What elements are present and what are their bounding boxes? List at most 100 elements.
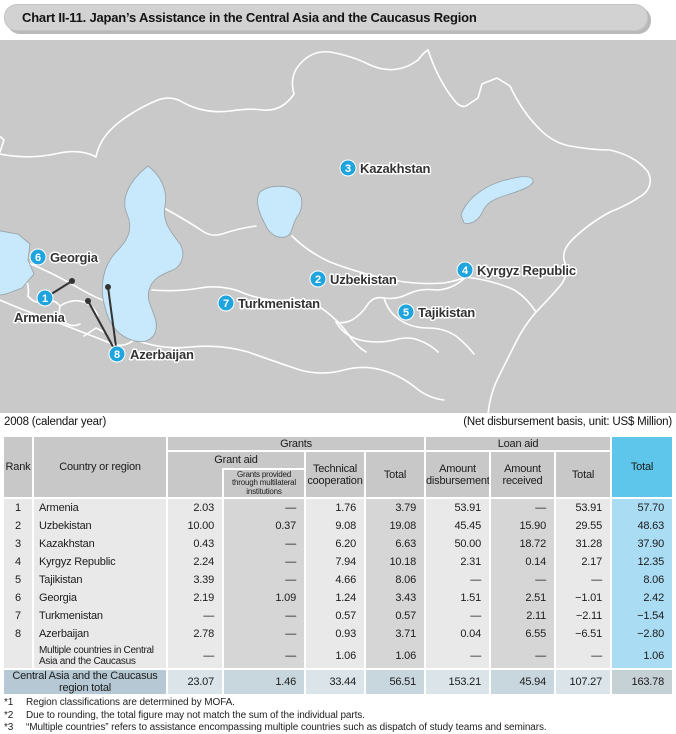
- header-country: Country or region: [34, 437, 168, 499]
- svg-text:Azerbaijan: Azerbaijan: [130, 347, 194, 362]
- cell-recv: 2.11: [491, 607, 556, 625]
- table-row: 8 Azerbaijan 2.78—0.93 3.71 0.04 6.55 −6.51 −2.…: [4, 625, 672, 643]
- footnote-1: *1 Region classifications are determined…: [4, 697, 672, 709]
- cell-grant_aid: 2.78: [168, 625, 224, 643]
- cell-recv: —: [491, 499, 556, 517]
- table-foot: Central Asia and the Caucasus region tot…: [4, 668, 672, 694]
- table-row: 4 Kyrgyz Republic 2.24—7.94 10.18 2.31 0.14 2.…: [4, 553, 672, 571]
- leader-lines: [44, 278, 118, 355]
- cell-grants_total: 1.06: [366, 643, 426, 668]
- cell-country: Armenia: [34, 499, 168, 517]
- aral-sea: [257, 185, 303, 238]
- cell-disb: —: [426, 607, 491, 625]
- map-marker-azerbaijan: 8 Azerbaijan: [108, 345, 196, 364]
- cell-country: Uzbekistan: [34, 517, 168, 535]
- cell-country: Kyrgyz Republic: [34, 553, 168, 571]
- cell-total: 8.06: [612, 571, 672, 589]
- svg-text:2: 2: [315, 274, 321, 286]
- country-borders: [0, 49, 652, 415]
- cell-grants_total: 0.57: [366, 607, 426, 625]
- cell-tech: 9.08: [306, 517, 366, 535]
- cell-loan_total: 2.17: [556, 553, 612, 571]
- cell-country: Azerbaijan: [34, 625, 168, 643]
- footnotes: *1 Region classifications are determined…: [4, 697, 672, 734]
- cell-loan_total: −1.01: [556, 589, 612, 607]
- cell-multilateral: —: [224, 643, 306, 668]
- cell-tech: 6.20: [306, 535, 366, 553]
- cell-rank: 4: [4, 553, 34, 571]
- total-loan-total: 107.27: [556, 668, 612, 694]
- cell-country: Tajikistan: [34, 571, 168, 589]
- year-note: 2008 (calendar year): [4, 416, 107, 428]
- chart-title-bar: Chart II-11. Japan’s Assistance in the C…: [4, 4, 648, 31]
- cell-grant_aid: 2.03: [168, 499, 224, 517]
- total-grant-aid: 23.07: [168, 668, 224, 694]
- cell-grants_total: 3.43: [366, 589, 426, 607]
- total-grand-total: 163.78: [612, 668, 672, 694]
- cell-disb: 2.31: [426, 553, 491, 571]
- lake-balkhash: [460, 176, 534, 224]
- cell-grant_aid: 2.24: [168, 553, 224, 571]
- cell-disb: —: [426, 643, 491, 668]
- table-body: 1 Armenia 2.03—1.76 3.79 53.91—53.91 57.70 2 Uz…: [4, 499, 672, 668]
- svg-text:Uzbekistan: Uzbekistan: [330, 272, 397, 287]
- cell-tech: 0.57: [306, 607, 366, 625]
- footnote-marker: *2: [4, 709, 14, 721]
- caspian-sea: [101, 165, 184, 343]
- cell-rank: 5: [4, 571, 34, 589]
- cell-total: 37.90: [612, 535, 672, 553]
- cell-grant_aid: —: [168, 607, 224, 625]
- cell-recv: 0.14: [491, 553, 556, 571]
- cell-grant_aid: —: [168, 643, 224, 668]
- header-loan-total: Total: [556, 452, 612, 499]
- svg-text:Kazakhstan: Kazakhstan: [360, 161, 431, 176]
- cell-multilateral: 0.37: [224, 517, 306, 535]
- cell-grants_total: 6.63: [366, 535, 426, 553]
- footnote-marker: *3: [4, 722, 14, 733]
- header-grant-aid-spacer: [168, 468, 224, 499]
- cell-loan_total: —: [556, 643, 612, 668]
- cell-multilateral: —: [224, 607, 306, 625]
- map-marker-uzbekistan: 2 Uzbekistan: [309, 270, 399, 289]
- unit-note: (Net disbursement basis, unit: US$ Milli…: [463, 416, 672, 428]
- cell-multilateral: —: [224, 625, 306, 643]
- cell-loan_total: 31.28: [556, 535, 612, 553]
- cell-rank: 7: [4, 607, 34, 625]
- total-amount-disbursement: 153.21: [426, 668, 491, 694]
- water-bodies: [0, 165, 534, 343]
- cell-multilateral: —: [224, 499, 306, 517]
- svg-text:6: 6: [35, 252, 41, 264]
- footnote-text: Due to rounding, the total figure may no…: [26, 709, 365, 721]
- cell-disb: 45.45: [426, 517, 491, 535]
- table-captions: 2008 (calendar year) (Net disbursement b…: [4, 416, 672, 428]
- cell-rank: 6: [4, 589, 34, 607]
- map-marker-armenia: 1 Armenia: [13, 289, 67, 327]
- cell-tech: 0.93: [306, 625, 366, 643]
- svg-text:3: 3: [345, 163, 351, 175]
- cell-disb: 1.51: [426, 589, 491, 607]
- cell-grants_total: 3.71: [366, 625, 426, 643]
- table-row: Multiple countries in Central Asia and t…: [4, 643, 672, 668]
- table-head: Rank Country or region Grants Loan aid T…: [4, 437, 672, 499]
- cell-tech: 1.24: [306, 589, 366, 607]
- cell-rank: [4, 643, 34, 668]
- cell-disb: 53.91: [426, 499, 491, 517]
- cell-rank: 8: [4, 625, 34, 643]
- header-rank: Rank: [4, 437, 34, 499]
- cell-recv: —: [491, 643, 556, 668]
- svg-text:Kyrgyz Republic: Kyrgyz Republic: [477, 263, 576, 278]
- cell-recv: 15.90: [491, 517, 556, 535]
- footnote-2: *2 Due to rounding, the total figure may…: [4, 710, 672, 722]
- cell-rank: 3: [4, 535, 34, 553]
- cell-grant_aid: 3.39: [168, 571, 224, 589]
- total-grants-total: 56.51: [366, 668, 426, 694]
- svg-text:Turkmenistan: Turkmenistan: [238, 296, 320, 311]
- cell-rank: 1: [4, 499, 34, 517]
- footnote-text: “Multiple countries” refers to assistanc…: [26, 722, 547, 733]
- cell-multilateral: 1.09: [224, 589, 306, 607]
- cell-multilateral: —: [224, 535, 306, 553]
- svg-text:5: 5: [403, 307, 409, 319]
- map-land: [0, 40, 676, 413]
- cell-loan_total: 29.55: [556, 517, 612, 535]
